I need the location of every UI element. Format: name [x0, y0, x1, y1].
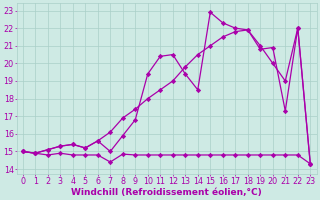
X-axis label: Windchill (Refroidissement éolien,°C): Windchill (Refroidissement éolien,°C) [71, 188, 262, 197]
